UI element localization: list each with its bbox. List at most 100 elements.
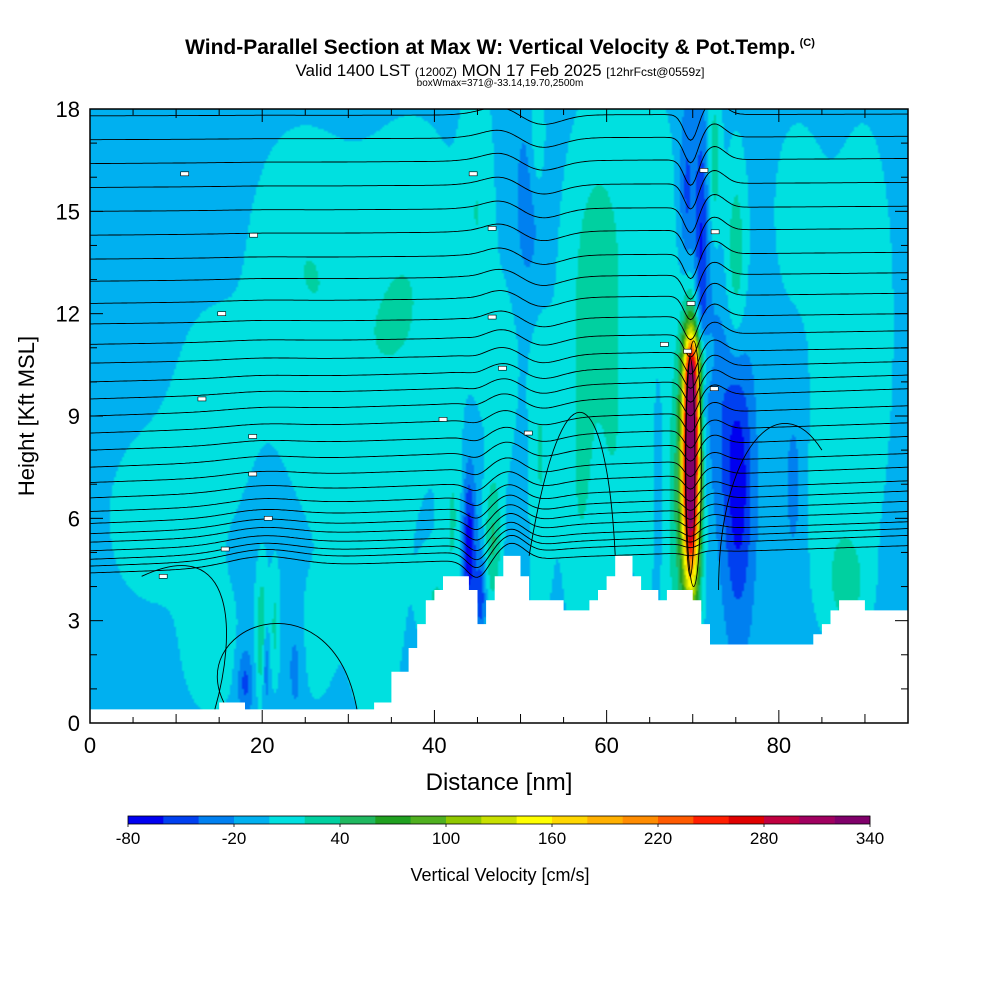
isentrope-18 [90, 534, 908, 569]
isentrope-30 [90, 480, 908, 512]
colorbar-swatch-16 [693, 816, 729, 824]
isentrope-56 [90, 261, 908, 300]
colorbar-tick-label-280: 280 [750, 829, 778, 848]
isentrope-48 [90, 339, 908, 375]
contour-label-mark-6 [438, 417, 448, 422]
copyright-mark: (C) [799, 37, 815, 49]
colorbar-swatch-17 [728, 816, 765, 824]
colorbar-swatch-1 [163, 816, 199, 824]
terrain [90, 555, 908, 723]
y-tick-label-3: 3 [68, 609, 80, 634]
isentrope-70 [90, 109, 908, 141]
isentrope-54 [90, 282, 908, 321]
updraft-core-contour-1 [685, 340, 702, 588]
contour-label-mark-0 [158, 574, 168, 579]
isentrope-42 [90, 384, 908, 417]
colorbar-tick-label-340: 340 [856, 829, 884, 848]
colorbar-tick-label-220: 220 [644, 829, 672, 848]
isentrope-36 [90, 434, 908, 468]
left-descending-contour [141, 565, 227, 710]
isentrope-22 [90, 521, 908, 552]
x-tick-label-0: 0 [84, 733, 96, 758]
axis-ticks [89, 108, 909, 724]
isentrope-40 [90, 401, 908, 434]
x-tick-label-60: 60 [594, 733, 618, 758]
x-tick-label-80: 80 [767, 733, 791, 758]
contour-label-mark-15 [468, 171, 478, 177]
isentrope-58 [90, 240, 908, 280]
isentrope-28 [90, 490, 908, 524]
isentrope-24 [90, 511, 908, 543]
contour-label-mark-13 [487, 226, 497, 231]
potential-temperature-contours [90, 109, 908, 710]
isentrope-34 [90, 452, 908, 483]
contour-label-mark-4 [248, 434, 258, 439]
contour-label-mark-14 [180, 171, 190, 177]
y-tick-label-6: 6 [68, 506, 80, 531]
low-level-contour [216, 622, 358, 710]
right-arch-contour [718, 423, 823, 590]
contour-label-mark-8 [498, 365, 507, 371]
colorbar-swatch-10 [481, 816, 517, 824]
mid-arch-contour [528, 411, 616, 556]
x-axis-tick-labels: 0 20 40 60 80 [84, 733, 791, 758]
y-tick-label-15: 15 [56, 199, 80, 224]
contour-label-mark-10 [487, 314, 497, 320]
y-tick-label-9: 9 [68, 404, 80, 429]
colorbar-swatch-11 [516, 816, 553, 824]
contour-label-mark-2 [263, 516, 273, 521]
chart-title: Wind-Parallel Section at Max W: Vertical… [0, 36, 1000, 60]
valid-time-line: Valid 1400 LST (1200Z) MON 17 Feb 2025 [… [0, 61, 1000, 81]
contour-label-marks [158, 168, 720, 579]
isentrope-62 [90, 194, 908, 234]
colorbar-swatch-5 [304, 816, 341, 824]
contour-label-mark-16 [709, 386, 719, 392]
contour-label-mark-11 [660, 342, 669, 347]
contour-label-mark-5 [197, 396, 207, 402]
colorbar-tick-label-40: 40 [331, 829, 350, 848]
colorbar-swatch-0 [128, 816, 164, 824]
colorbar-swatch-18 [764, 816, 800, 824]
colorbar-swatch-13 [587, 816, 623, 824]
forecast-info: [12hrFcst@0559z] [606, 65, 705, 79]
x-axis-label: Distance [nm] [426, 769, 573, 796]
isentrope-60 [90, 216, 908, 256]
colorbar-swatch-2 [198, 816, 235, 824]
colorbar-swatch-3 [234, 816, 270, 824]
colorbar [127, 815, 871, 827]
utc-time: (1200Z) [414, 65, 457, 79]
chart-title-text: Wind-Parallel Section at Max W: Vertical… [185, 36, 796, 59]
isentrope-46 [90, 354, 908, 389]
colorbar-tick-label--20: -20 [222, 829, 247, 848]
isentrope-26 [90, 500, 908, 535]
contour-label-mark-19 [699, 168, 709, 173]
colorbar-swatch-9 [446, 816, 482, 824]
contour-label-mark-12 [249, 232, 258, 238]
contour-label-mark-7 [523, 430, 533, 436]
isentrope-17 [90, 542, 908, 578]
isentrope-68 [90, 123, 908, 164]
colorbar-tick-label-100: 100 [432, 829, 460, 848]
isentrope-66 [90, 146, 908, 186]
colorbar-swatch-4 [269, 816, 305, 824]
colorbar-tick-labels: -80 -20 40 100 160 220 280 340 [116, 829, 884, 848]
colorbar-swatch-19 [799, 816, 835, 824]
colorbar-swatch-12 [552, 816, 588, 824]
valid-date: MON 17 Feb 2025 [461, 61, 602, 80]
colorbar-tick-label--80: -80 [116, 829, 141, 848]
colorbar-swatch-7 [375, 816, 411, 824]
colorbar-swatch-15 [658, 816, 694, 824]
y-axis-tick-labels: 0 3 6 9 12 15 18 [56, 97, 80, 736]
isentrope-50 [90, 321, 908, 358]
colorbar-tick-label-160: 160 [538, 829, 566, 848]
contour-label-mark-9 [217, 311, 227, 316]
isentrope-32 [90, 466, 908, 499]
contour-label-mark-3 [248, 471, 258, 477]
isentrope-52 [90, 303, 908, 341]
isentrope-38 [90, 419, 908, 451]
y-tick-label-18: 18 [56, 97, 80, 122]
box-wmax-info: boxWmax=371@-33.14,19.70,2500m [416, 78, 584, 89]
y-axis-label: Height [Kft MSL] [14, 336, 39, 496]
